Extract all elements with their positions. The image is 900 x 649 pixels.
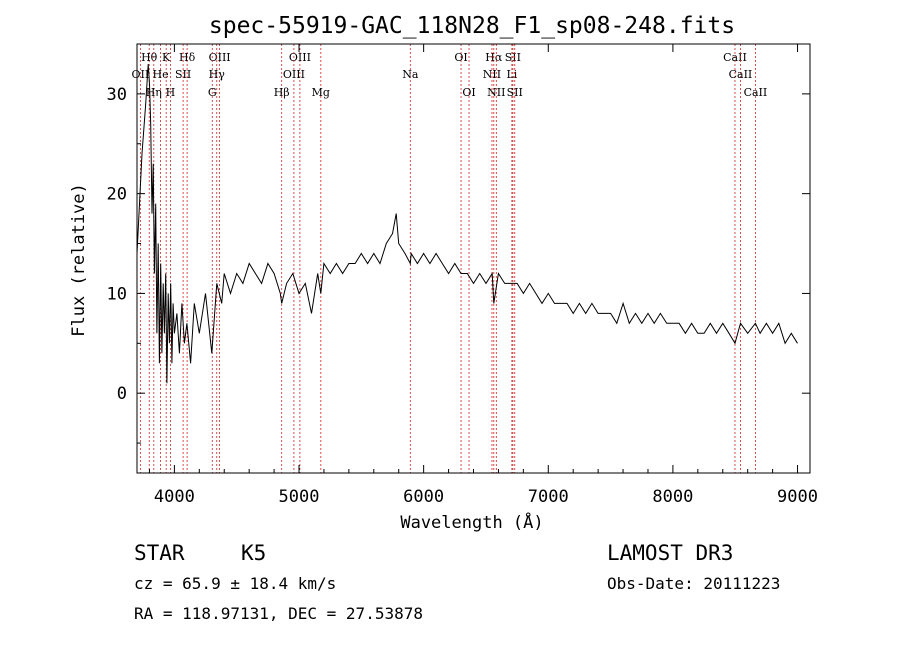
line-marker-label: OI xyxy=(462,86,475,99)
x-tick-label: 8000 xyxy=(652,487,693,507)
line-marker-label: Hβ xyxy=(274,86,290,99)
line-marker-label: He xyxy=(153,68,169,81)
line-marker-label: Hα xyxy=(485,51,503,64)
line-marker-label: SII xyxy=(505,51,521,64)
line-marker-label: Hθ xyxy=(141,51,158,64)
line-marker-label: NII xyxy=(483,68,501,81)
y-tick-label: 30 xyxy=(107,85,127,105)
line-marker-label: OIII xyxy=(209,51,231,64)
plot-frame xyxy=(136,43,811,474)
spectrum-line xyxy=(136,63,798,384)
observation-date: Obs-Date: 20111223 xyxy=(607,574,780,593)
y-axis-label: Flux (relative) xyxy=(69,183,89,337)
object-subclass: K5 xyxy=(241,541,266,565)
y-tick-label: 10 xyxy=(107,284,127,304)
object-class: STAR xyxy=(134,541,185,565)
coordinates: RA = 118.97131, DEC = 27.53878 xyxy=(134,604,423,623)
y-tick-label: 0 xyxy=(117,384,127,404)
line-marker-label: H xyxy=(166,86,176,99)
line-marker-label: Hη xyxy=(146,86,162,99)
line-marker-label: OIII xyxy=(289,51,311,64)
line-marker-label: Hγ xyxy=(209,68,226,81)
line-marker-label: G xyxy=(208,86,217,99)
axis-ticks: 4000 5000 6000 7000 8000 9000 0 10 20 30 xyxy=(107,44,818,507)
line-marker-label: OII xyxy=(132,68,150,81)
line-marker-label: Hδ xyxy=(179,51,196,64)
line-marker-label: Na xyxy=(402,68,419,81)
x-axis-label: Wavelength (Å) xyxy=(400,511,543,533)
y-tick-label: 20 xyxy=(107,185,127,205)
line-marker-label: NII xyxy=(487,86,505,99)
line-marker-label: CaII xyxy=(744,86,768,99)
line-marker-label: OIII xyxy=(283,68,305,81)
line-marker-label: Li xyxy=(506,68,517,81)
redshift-velocity: cz = 65.9 ± 18.4 km/s xyxy=(134,574,336,593)
x-tick-label: 6000 xyxy=(403,487,444,507)
line-marker-label: K xyxy=(162,51,171,64)
line-marker-label: Mg xyxy=(312,86,330,99)
line-marker-label: OI xyxy=(454,51,467,64)
chart-title: spec-55919-GAC_118N28_F1_sp08-248.fits xyxy=(209,13,735,39)
line-marker-label: CaII xyxy=(723,51,747,64)
line-marker-label: SII xyxy=(507,86,523,99)
x-tick-label: 5000 xyxy=(279,487,320,507)
line-marker-label: SII xyxy=(175,68,191,81)
x-tick-label: 7000 xyxy=(528,487,569,507)
x-tick-label: 4000 xyxy=(154,487,195,507)
survey-name: LAMOST DR3 xyxy=(607,541,733,565)
x-tick-label: 9000 xyxy=(777,487,818,507)
line-marker-label: CaII xyxy=(729,68,753,81)
